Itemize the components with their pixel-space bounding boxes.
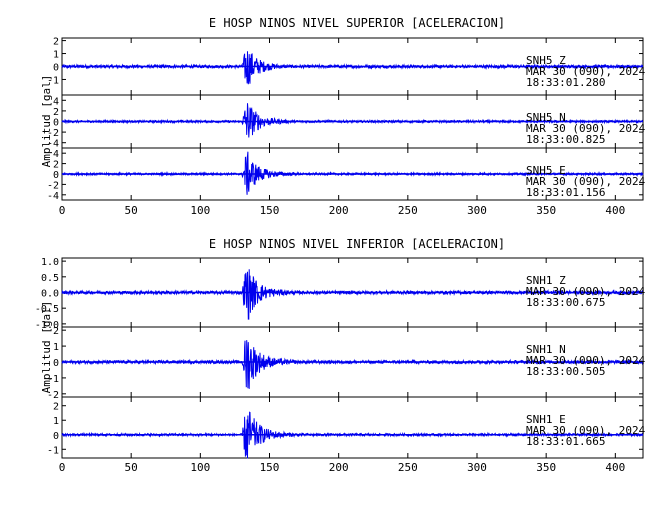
- date-label: MAR 30 (090), 2024: [526, 175, 646, 188]
- x-tick-label: 100: [190, 461, 210, 474]
- panel-frame-snh1-e: [61, 396, 644, 459]
- x-tick-label: 250: [398, 461, 418, 474]
- x-tick-label: 50: [125, 204, 138, 217]
- y-tick-label: 2: [53, 402, 59, 413]
- y-tick-label: -2: [47, 128, 59, 139]
- x-tick-label: 100: [190, 204, 210, 217]
- y-tick-label: 1: [53, 416, 59, 427]
- y-tick-label: 0: [53, 170, 59, 181]
- x-tick-label: 150: [260, 204, 280, 217]
- y-tick-label: -0.5: [35, 304, 59, 315]
- station-component-label: SNH1 E: [526, 413, 566, 426]
- time-label: 18:33:00.505: [526, 365, 605, 378]
- ylabel-inferior: Amplitud [gal]: [40, 301, 53, 394]
- time-label: 18:33:00.825: [526, 133, 605, 146]
- time-label: 18:33:01.156: [526, 186, 605, 199]
- date-label: MAR 30 (090), 2024: [526, 65, 646, 78]
- x-tick-label: 400: [605, 461, 625, 474]
- y-tick-label: 0: [53, 118, 59, 129]
- station-component-label: SNH5 Z: [526, 54, 566, 67]
- y-tick-label: -1: [47, 445, 59, 456]
- y-tick-label: -2: [47, 180, 59, 191]
- station-component-label: SNH5 N: [526, 111, 566, 124]
- station-component-label: SNH5 E: [526, 164, 566, 177]
- y-tick-label: 2: [53, 107, 59, 118]
- y-tick-label: 2: [53, 160, 59, 171]
- x-tick-label: 0: [59, 461, 66, 474]
- y-tick-label: -1.0: [35, 320, 59, 331]
- y-tick-label: -1: [47, 75, 59, 86]
- y-tick-label: 1.0: [41, 257, 59, 268]
- x-tick-label: 300: [467, 461, 487, 474]
- ylabel-superior: Amplitud [gal]: [40, 75, 53, 168]
- y-tick-label: 0: [53, 358, 59, 369]
- y-tick-label: -4: [47, 191, 59, 202]
- x-tick-label: 350: [536, 461, 556, 474]
- x-tick-label: 150: [260, 461, 280, 474]
- x-tick-label: 250: [398, 204, 418, 217]
- time-label: 18:33:01.280: [526, 76, 605, 89]
- x-tick-label: 200: [329, 204, 349, 217]
- y-tick-label: 2: [53, 326, 59, 337]
- y-tick-label: 4: [53, 149, 59, 160]
- x-tick-label: 400: [605, 204, 625, 217]
- time-label: 18:33:01.665: [526, 435, 605, 448]
- y-tick-label: -2: [47, 390, 59, 401]
- date-label: MAR 30 (090), 2024: [526, 285, 646, 298]
- y-tick-label: 0: [53, 431, 59, 442]
- y-tick-label: 4: [53, 96, 59, 107]
- date-label: MAR 30 (090), 2024: [526, 354, 646, 367]
- date-label: MAR 30 (090), 2024: [526, 424, 646, 437]
- y-tick-label: -4: [47, 139, 59, 150]
- chart-title-inferior: E HOSP NINOS NIVEL INFERIOR [ACELERACION…: [209, 237, 505, 251]
- x-tick-label: 350: [536, 204, 556, 217]
- x-tick-label: 200: [329, 461, 349, 474]
- station-component-label: SNH1 N: [526, 343, 566, 356]
- x-tick-label: 0: [59, 204, 66, 217]
- y-tick-label: 2: [53, 37, 59, 48]
- date-label: MAR 30 (090), 2024: [526, 122, 646, 135]
- x-tick-label: 50: [125, 461, 138, 474]
- y-tick-label: 1: [53, 50, 59, 61]
- y-tick-label: 0: [53, 63, 59, 74]
- time-label: 18:33:00.675: [526, 296, 605, 309]
- station-component-label: SNH1 Z: [526, 274, 566, 287]
- y-tick-label: 1: [53, 342, 59, 353]
- y-tick-label: 0.5: [41, 273, 59, 284]
- chart-title-superior: E HOSP NINOS NIVEL SUPERIOR [ACELERACION…: [209, 16, 505, 30]
- x-tick-label: 300: [467, 204, 487, 217]
- y-tick-label: 0.0: [41, 289, 59, 300]
- y-tick-label: -1: [47, 374, 59, 385]
